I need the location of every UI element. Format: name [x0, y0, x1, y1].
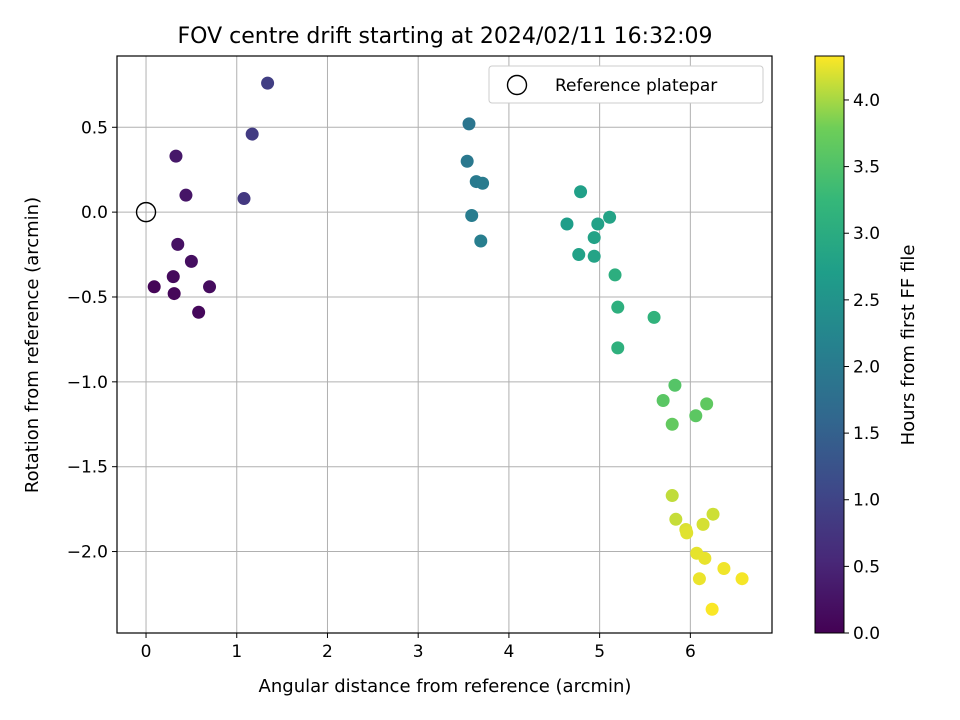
y-tick-label: −1.0 [67, 373, 108, 393]
y-tick-label: −1.5 [67, 458, 108, 478]
scatter-point [665, 489, 679, 503]
scatter-point [179, 188, 193, 202]
y-axis-label: Rotation from reference (arcmin) [22, 197, 43, 493]
legend: Reference platepar [488, 65, 764, 104]
y-tick-label: −2.0 [67, 543, 108, 563]
scatter-point [696, 517, 710, 531]
scatter-point [647, 310, 661, 324]
x-tick-label: 5 [594, 642, 605, 662]
x-tick-label: 0 [141, 642, 152, 662]
scatter-point [460, 154, 474, 168]
scatter-point [574, 185, 588, 199]
chart-title: FOV centre drift starting at 2024/02/11 … [178, 24, 713, 49]
plot-frame [116, 55, 773, 634]
colorbar-tick-label: 2.0 [853, 357, 880, 377]
y-tick-label: 0.0 [81, 203, 108, 223]
scatter-point [261, 76, 275, 90]
scatter-point [668, 378, 682, 392]
scatter-point [680, 526, 694, 540]
scatter-point [587, 249, 601, 263]
scatter-point [603, 210, 617, 224]
scatter-point [611, 341, 625, 355]
scatter-point [203, 280, 217, 294]
scatter-point [474, 234, 488, 248]
colorbar: 0.0 0.5 1.0 1.5 2.0 2.5 3.0 3.5 4.0 Hours from f… [814, 55, 919, 644]
colorbar-tick-label: 4.0 [853, 91, 880, 111]
colorbar-tick-label: 0.0 [853, 624, 880, 644]
legend-box [488, 65, 764, 104]
scatter-point [171, 237, 185, 251]
y-axis-ticks: 0.5 0.0 −0.5 −1.0 −1.5 −2.0 [67, 118, 117, 563]
y-tick-label: 0.5 [81, 118, 108, 138]
scatter-point [698, 551, 712, 565]
colorbar-tick-label: 3.0 [853, 224, 880, 244]
colorbar-label: Hours from first FF file [898, 245, 919, 446]
scatter-point [192, 305, 206, 319]
y-tick-label: −0.5 [67, 288, 108, 308]
scatter-point [735, 572, 749, 586]
scatter-point [147, 280, 161, 294]
colorbar-tick-label: 1.5 [853, 424, 880, 444]
scatter-point [169, 149, 183, 163]
scatter-point [572, 248, 586, 262]
reference-marker [135, 201, 157, 223]
x-tick-label: 1 [231, 642, 242, 662]
x-tick-label: 2 [322, 642, 333, 662]
scatter-point [665, 417, 679, 431]
scatter-point [560, 217, 574, 231]
grid-lines [117, 56, 772, 633]
colorbar-tick-label: 3.5 [853, 158, 880, 178]
scatter-point [705, 602, 719, 616]
scatter-point [167, 287, 181, 301]
legend-reference-label: Reference platepar [555, 76, 717, 96]
colorbar-ticks: 0.0 0.5 1.0 1.5 2.0 2.5 3.0 3.5 4.0 [844, 91, 880, 644]
legend-reference-icon [506, 74, 528, 96]
scatter-point [462, 117, 476, 131]
x-tick-label: 4 [503, 642, 514, 662]
colorbar-tick-label: 1.0 [853, 491, 880, 511]
colorbar-tick-label: 0.5 [853, 557, 880, 577]
colorbar-tick-label: 2.5 [853, 291, 880, 311]
scatter-point [669, 512, 683, 526]
x-tick-label: 6 [685, 642, 696, 662]
reference-point [135, 201, 157, 223]
scatter-point [465, 209, 479, 223]
scatter-point [245, 127, 259, 141]
scatter-point [700, 397, 714, 411]
scatter-point [608, 268, 622, 282]
scatter-point [692, 572, 706, 586]
scatter-point [184, 254, 198, 268]
x-axis-label: Angular distance from reference (arcmin) [259, 676, 632, 697]
scatter-point [166, 270, 180, 284]
scatter-point [706, 507, 720, 521]
scatter-point [656, 394, 670, 408]
x-tick-label: 3 [413, 642, 424, 662]
scatter-point [237, 192, 251, 206]
scatter-point [587, 231, 601, 245]
x-axis-ticks: 0 1 2 3 4 5 6 [141, 633, 696, 662]
scatter-point [689, 409, 703, 423]
scatter-point [611, 300, 625, 314]
scatter-point [717, 562, 731, 576]
colorbar-gradient [814, 55, 845, 634]
scatter-point [591, 217, 605, 231]
data-points [147, 76, 749, 616]
scatter-point [476, 176, 490, 190]
